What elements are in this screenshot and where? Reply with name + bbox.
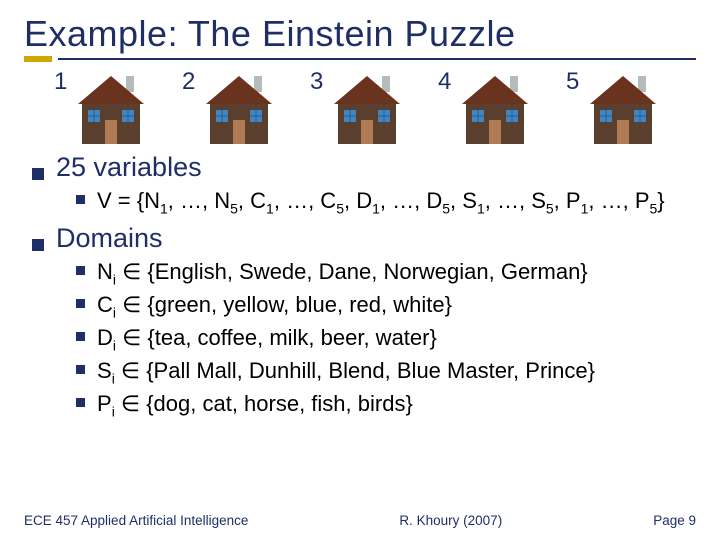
house-icon xyxy=(322,70,412,148)
house-number: 2 xyxy=(182,68,195,96)
domain-text: Pi ∈ {dog, cat, horse, fish, birds} xyxy=(97,390,413,421)
bullet-square-icon xyxy=(76,195,85,204)
domain-item: Di ∈ {tea, coffee, milk, beer, water} xyxy=(76,324,696,355)
footer: ECE 457 Applied Artificial Intelligence … xyxy=(24,513,696,528)
title-rule xyxy=(24,56,696,62)
bullet-variables: 25 variables xyxy=(32,152,696,183)
footer-center: R. Khoury (2007) xyxy=(399,513,502,528)
bullet-square-icon xyxy=(76,266,85,275)
bullet-square-icon xyxy=(76,332,85,341)
house-icon xyxy=(578,70,668,148)
domain-text: Ni ∈ {English, Swede, Dane, Norwegian, G… xyxy=(97,258,588,289)
domain-text: Ci ∈ {green, yellow, blue, red, white} xyxy=(97,291,452,322)
house-number: 3 xyxy=(310,68,323,96)
house-number: 1 xyxy=(54,68,67,96)
bullet-domains-label: Domains xyxy=(56,223,163,254)
bullet-square-icon xyxy=(76,299,85,308)
content: 25 variables V = {N1, …, N5, C1, …, C5, … xyxy=(32,152,696,421)
bullet-square-icon xyxy=(76,365,85,374)
vset-text: V = {N1, …, N5, C1, …, C5, D1, …, D5, S1… xyxy=(97,187,665,218)
house-icon xyxy=(66,70,156,148)
bullet-domains: Domains xyxy=(32,223,696,254)
houses-row: 1 2 3 4 xyxy=(66,70,668,148)
rule-line xyxy=(58,58,696,60)
domain-item: Ci ∈ {green, yellow, blue, red, white} xyxy=(76,291,696,322)
house: 5 xyxy=(578,70,668,148)
rule-accent xyxy=(24,56,52,62)
house: 3 xyxy=(322,70,412,148)
house-number: 4 xyxy=(438,68,451,96)
footer-right: Page 9 xyxy=(653,513,696,528)
bullet-variables-label: 25 variables xyxy=(56,152,202,183)
slide: Example: The Einstein Puzzle 1 2 3 xyxy=(0,0,720,540)
domains-list: Ni ∈ {English, Swede, Dane, Norwegian, G… xyxy=(32,258,696,420)
sub-bullet-vset: V = {N1, …, N5, C1, …, C5, D1, …, D5, S1… xyxy=(76,187,696,218)
house-icon xyxy=(450,70,540,148)
title-area: Example: The Einstein Puzzle xyxy=(24,14,696,62)
bullet-square-icon xyxy=(32,239,44,251)
domain-text: Si ∈ {Pall Mall, Dunhill, Blend, Blue Ma… xyxy=(97,357,595,388)
house: 2 xyxy=(194,70,284,148)
bullet-square-icon xyxy=(76,398,85,407)
domain-item: Ni ∈ {English, Swede, Dane, Norwegian, G… xyxy=(76,258,696,289)
slide-title: Example: The Einstein Puzzle xyxy=(24,14,696,54)
house: 1 xyxy=(66,70,156,148)
domain-text: Di ∈ {tea, coffee, milk, beer, water} xyxy=(97,324,437,355)
footer-left: ECE 457 Applied Artificial Intelligence xyxy=(24,513,248,528)
bullet-square-icon xyxy=(32,168,44,180)
domain-item: Pi ∈ {dog, cat, horse, fish, birds} xyxy=(76,390,696,421)
house: 4 xyxy=(450,70,540,148)
domain-item: Si ∈ {Pall Mall, Dunhill, Blend, Blue Ma… xyxy=(76,357,696,388)
house-number: 5 xyxy=(566,68,579,96)
house-icon xyxy=(194,70,284,148)
